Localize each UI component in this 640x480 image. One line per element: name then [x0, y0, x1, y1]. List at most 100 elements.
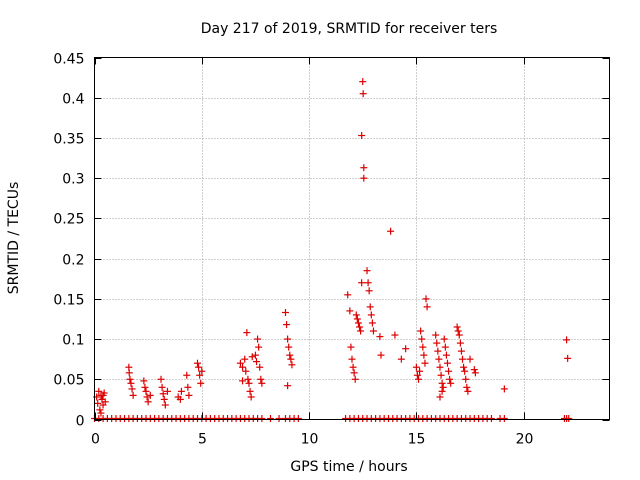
- chart-title: Day 217 of 2019, SRMTID for receiver ter…: [201, 21, 498, 37]
- data-point: [357, 327, 365, 335]
- data-point: [196, 371, 204, 379]
- data-point: [359, 90, 367, 98]
- x-tick-label: 15: [408, 432, 426, 448]
- data-point: [185, 391, 193, 399]
- grid: [94, 57, 610, 420]
- data-point: [288, 361, 296, 369]
- y-tick-label: 0.4: [62, 92, 84, 108]
- data-point: [365, 287, 373, 295]
- data-point: [146, 391, 154, 399]
- data-point: [565, 415, 573, 422]
- data-point: [160, 395, 168, 403]
- data-point: [470, 366, 478, 374]
- data-point: [254, 335, 262, 343]
- data-point: [125, 369, 133, 377]
- data-point: [358, 279, 366, 287]
- data-point: [367, 311, 375, 319]
- data-point: [418, 335, 426, 343]
- data-point: [286, 351, 294, 359]
- data-point: [241, 355, 249, 363]
- data-point: [287, 355, 295, 363]
- x-tick-label: 5: [198, 432, 207, 448]
- x-tick-label: 0: [91, 432, 100, 448]
- data-point: [563, 336, 571, 344]
- data-point: [198, 367, 206, 375]
- data-point: [360, 174, 368, 182]
- data-point: [294, 415, 302, 422]
- y-tick-label: 0.05: [53, 373, 84, 389]
- data-point: [434, 347, 442, 355]
- data-point: [459, 355, 467, 363]
- data-point: [158, 383, 166, 391]
- data-point: [128, 385, 136, 393]
- data-point: [245, 379, 253, 387]
- data-point: [416, 367, 424, 375]
- data-point: [266, 415, 274, 422]
- y-axis-label: SRMTID / TECUs: [6, 182, 22, 295]
- data-point: [258, 415, 266, 422]
- data-point: [417, 327, 425, 335]
- data-point: [353, 315, 361, 323]
- data-point: [441, 343, 449, 351]
- data-point: [351, 375, 359, 383]
- data-point: [397, 355, 405, 363]
- data-point: [453, 323, 461, 331]
- data-point: [284, 335, 292, 343]
- data-point: [141, 383, 149, 391]
- y-tick-label: 0.1: [62, 333, 84, 349]
- data-point: [423, 303, 431, 311]
- data-point: [244, 375, 252, 383]
- data-point: [500, 385, 508, 393]
- data-point: [457, 347, 465, 355]
- data-point: [248, 353, 256, 361]
- data-point: [251, 351, 259, 359]
- data-point: [127, 379, 135, 387]
- data-point: [143, 393, 151, 401]
- data-point: [564, 354, 572, 362]
- data-point: [435, 355, 443, 363]
- data-point: [436, 363, 444, 371]
- data-point: [360, 164, 368, 172]
- axis-ticks: 0 0.05 0.1 0.15 0.2 0.25 0.3 0.35 0.4 0.45 0 5 10 15 2…: [53, 52, 610, 448]
- data-point: [142, 387, 150, 395]
- data-point: [438, 387, 446, 395]
- data-point: [126, 375, 134, 383]
- data-point: [99, 391, 107, 399]
- y-tick-label: 0: [76, 414, 85, 430]
- data-point: [377, 351, 385, 359]
- data-point: [96, 406, 104, 414]
- data-point: [177, 387, 185, 395]
- data-point: [422, 295, 430, 303]
- data-point: [283, 321, 291, 329]
- data-point: [402, 345, 410, 353]
- data-point: [161, 401, 169, 409]
- data-point: [236, 359, 244, 367]
- data-point: [129, 391, 137, 399]
- y-tick-label: 0.35: [53, 132, 84, 148]
- data-point: [419, 343, 427, 351]
- data-point: [420, 351, 428, 359]
- data-point: [95, 387, 103, 395]
- y-tick-label: 0.15: [53, 293, 84, 309]
- data-point: [346, 307, 354, 315]
- data-point: [466, 355, 474, 363]
- data-point: [461, 367, 469, 375]
- data-point: [352, 311, 360, 319]
- data-point: [439, 383, 447, 391]
- data-point: [184, 383, 192, 391]
- data-point: [440, 335, 448, 343]
- data-point: [157, 375, 165, 383]
- data-point: [471, 369, 479, 377]
- data-point: [258, 379, 266, 387]
- data-point: [275, 415, 283, 422]
- data-point: [356, 323, 364, 331]
- data-point: [437, 371, 445, 379]
- data-point: [256, 363, 264, 371]
- data-point: [176, 395, 184, 403]
- data-point: [454, 327, 462, 335]
- data-point: [255, 343, 263, 351]
- data-point: [443, 359, 451, 367]
- y-tick-label: 0.45: [53, 52, 84, 68]
- data-point: [183, 371, 191, 379]
